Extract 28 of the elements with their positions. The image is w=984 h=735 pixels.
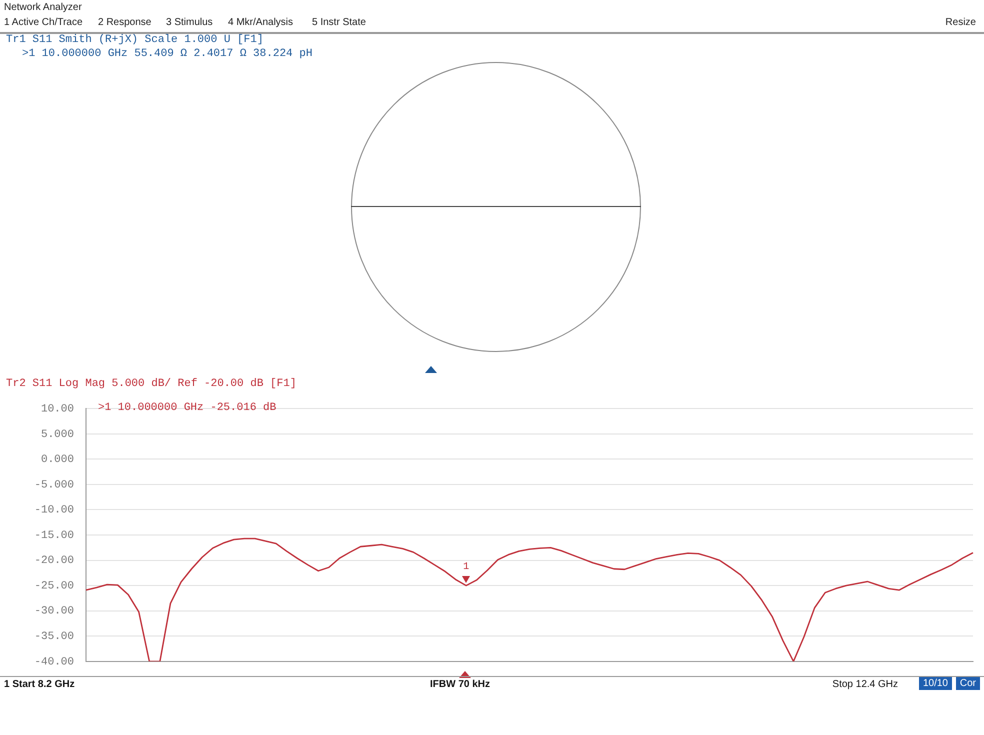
y-tick-label: -25.00 [34,580,74,592]
text: 2 Response [98,17,152,28]
y-tick-label: -5.000 [34,479,74,492]
text: Tr1 S11 Smith (R+jX) Scale 1.000 U [F1] [6,34,264,46]
y-tick-label: -30.00 [34,606,74,618]
y-tick-label: 0.000 [40,454,74,466]
text: Stop 12.4 GHz [832,679,898,690]
text: 3 Stimulus [166,17,213,28]
y-tick-label: 10.00 [40,404,74,416]
chart-title: Tr2 S11 Log Mag 5.000 dB/ Ref -20.00 dB [F1] [6,378,296,390]
text: Cor [956,677,980,690]
text: 1 Active Ch/Trace [4,17,83,28]
y-tick-label: -40.00 [34,656,74,668]
y-tick-label: -10.00 [34,504,74,517]
text: 10/10 [918,677,952,690]
y-tick-label: -15.00 [34,530,74,542]
y-tick-label: 5.000 [40,428,74,441]
text: 5 Instr State [312,17,366,28]
y-tick-label: -20.00 [34,555,74,568]
annotation: >1 10.000000 GHz -25.016 dB [98,402,276,414]
text: >1 10.000000 GHz 55.409 Ω 2.4017 Ω 38.224 pH [22,48,312,60]
text: 1 Start 8.2 GHz [4,679,75,690]
text: IFBW 70 kHz [430,679,490,690]
text: 4 Mkr/Analysis [228,17,294,28]
text: Resize [945,17,976,28]
annotation: 1 [462,562,470,573]
text: Network Analyzer [4,2,82,13]
y-tick-label: -35.00 [34,631,74,644]
